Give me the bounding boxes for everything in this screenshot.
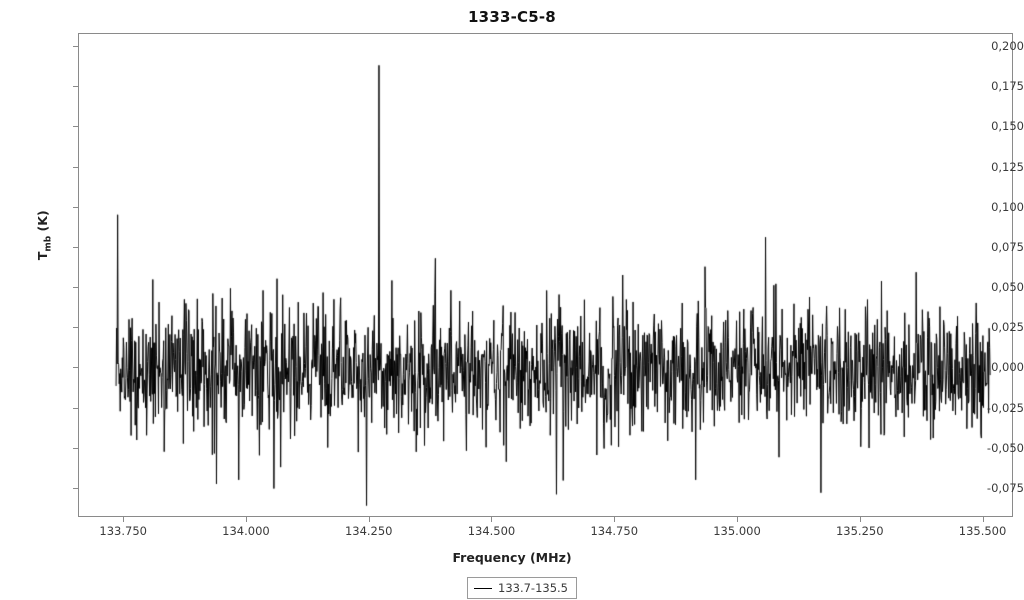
x-axis-tick-mark: [491, 517, 493, 522]
y-axis-tick-mark: [73, 407, 78, 409]
x-axis-tick-mark: [368, 517, 370, 522]
y-axis-tick-label: -0,075: [986, 480, 1024, 495]
y-axis-tick-mark: [73, 287, 78, 289]
x-axis-tick-mark: [614, 517, 616, 522]
y-axis-tick-mark: [73, 46, 78, 48]
y-axis-tick-label: 0,050: [991, 280, 1024, 295]
y-axis-tick-label: 0,200: [991, 39, 1024, 54]
y-axis-tick-mark: [73, 327, 78, 329]
y-axis-tick-label: 0,000: [991, 360, 1024, 375]
y-axis-tick-label: 0,025: [991, 320, 1024, 335]
x-axis-tick-mark: [123, 517, 125, 522]
y-axis-tick-mark: [73, 86, 78, 88]
y-axis-tick-label: -0,025: [986, 400, 1024, 415]
y-axis-label: Tmb (K): [35, 175, 54, 295]
y-axis-label-unit: (K): [34, 210, 50, 236]
y-axis-tick-label: 0,100: [991, 199, 1024, 214]
x-axis-tick-label: 134.500: [467, 524, 516, 538]
y-axis-tick-label: 0,125: [991, 159, 1024, 174]
x-axis-tick-label: 134.250: [344, 524, 393, 538]
y-axis-tick-label: 0,075: [991, 239, 1024, 254]
y-axis-tick-label: 0,175: [991, 79, 1024, 94]
spectrum-plot-canvas: [79, 34, 1012, 516]
x-axis-tick-label: 134.750: [590, 524, 639, 538]
y-axis-tick-mark: [73, 447, 78, 449]
legend-line-swatch: [474, 587, 492, 589]
y-axis-tick-label: -0,050: [986, 440, 1024, 455]
y-axis-tick-mark: [73, 206, 78, 208]
x-axis-tick-mark: [245, 517, 247, 522]
page-title: 1333-C5-8: [468, 8, 556, 26]
x-axis-tick-label: 135.500: [958, 524, 1007, 538]
x-axis-tick-label: 134.000: [222, 524, 270, 538]
y-axis-tick-mark: [73, 487, 78, 489]
y-axis-tick-mark: [73, 367, 78, 369]
x-axis-label: Frequency (MHz): [452, 550, 572, 565]
y-axis-tick-mark: [73, 126, 78, 128]
legend[interactable]: 133.7-135.5: [467, 577, 577, 599]
legend-item-label: 133.7-135.5: [498, 581, 568, 595]
x-axis-tick-mark: [982, 517, 984, 522]
x-axis-tick-label: 135.000: [713, 524, 761, 538]
y-axis-tick-label: 0,150: [991, 119, 1024, 134]
x-axis-tick-mark: [859, 517, 861, 522]
x-axis-tick-label: 133.750: [99, 524, 147, 538]
y-axis-tick-mark: [73, 166, 78, 168]
y-axis-label-subscript: mb: [43, 235, 54, 252]
y-axis-label-base: T: [34, 251, 50, 261]
x-axis-tick-label: 135.250: [835, 524, 884, 538]
y-axis-tick-mark: [73, 246, 78, 248]
x-axis-tick-mark: [737, 517, 738, 522]
